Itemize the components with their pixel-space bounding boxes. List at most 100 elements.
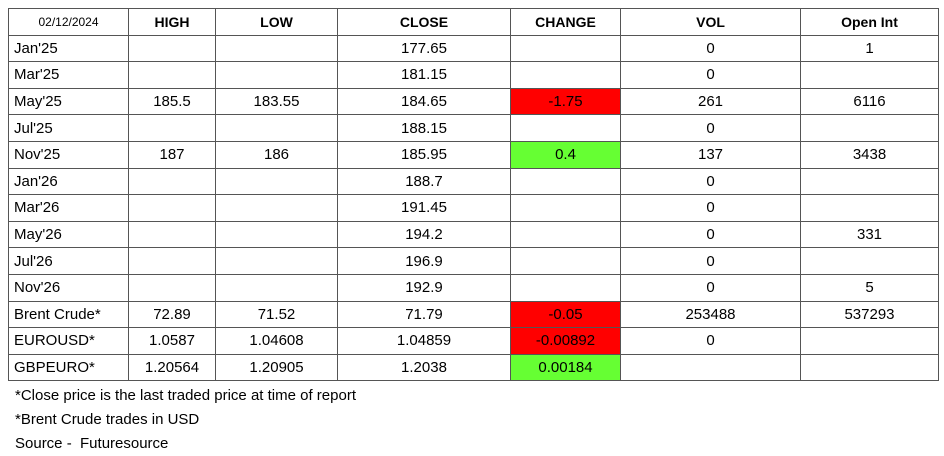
- table-cell: 6116: [800, 87, 939, 116]
- table-cell: Mar'25: [8, 61, 129, 89]
- table-cell: [215, 167, 338, 196]
- table-cell: 1.04859: [337, 327, 511, 355]
- table-cell: 71.52: [215, 300, 338, 329]
- table-cell: [128, 167, 216, 196]
- header-cell: Open Int: [800, 8, 939, 36]
- table-cell: [215, 247, 338, 275]
- table-cell: Jan'25: [8, 34, 129, 63]
- table-cell: 0: [620, 167, 801, 196]
- table-cell: 72.89: [128, 300, 216, 329]
- footnote: *Close price is the last traded price at…: [15, 387, 356, 404]
- table-cell: 3438: [800, 140, 939, 169]
- table-cell: [128, 247, 216, 275]
- table-cell: [800, 194, 939, 222]
- table-cell: [510, 34, 621, 63]
- futures-table: 02/12/2024 HIGH LOW CLOSE CHANGE VOL Open Int …: [8, 8, 939, 382]
- table-cell: 0: [620, 247, 801, 275]
- footnote: Source - Futuresource: [15, 435, 169, 452]
- table-cell: 194.2: [337, 220, 511, 249]
- table-cell: [128, 194, 216, 222]
- table-cell: 187: [128, 140, 216, 169]
- table-row: Jul'26 196.9 0: [8, 247, 939, 275]
- table-cell: -1.75: [510, 87, 621, 116]
- table-row: Mar'26 191.45 0: [8, 194, 939, 222]
- table-cell: [800, 167, 939, 196]
- table-cell: Jul'26: [8, 247, 129, 275]
- table-cell: [215, 114, 338, 142]
- table-row: Nov'26 192.9 0 5: [8, 273, 939, 302]
- table-cell: 261: [620, 87, 801, 116]
- table-cell: [128, 273, 216, 302]
- table-cell: [215, 273, 338, 302]
- table-cell: EUROUSD*: [8, 327, 129, 355]
- table-cell: 0: [620, 194, 801, 222]
- table-cell: [128, 61, 216, 89]
- footnotes: *Close price is the last traded price at…: [15, 384, 356, 456]
- table-cell: 137: [620, 140, 801, 169]
- table-cell: 5: [800, 273, 939, 302]
- table-cell: [510, 167, 621, 196]
- table-cell: 188.15: [337, 114, 511, 142]
- table-cell: 0: [620, 327, 801, 355]
- table-cell: [215, 194, 338, 222]
- header-cell: VOL: [620, 8, 801, 36]
- table-cell: 0: [620, 220, 801, 249]
- table-cell: Nov'25: [8, 140, 129, 169]
- table-cell: [215, 61, 338, 89]
- table-cell: [800, 353, 939, 382]
- header-cell: LOW: [215, 8, 338, 36]
- header-cell: CLOSE: [337, 8, 511, 36]
- table-cell: 1.0587: [128, 327, 216, 355]
- table-cell: 1.20905: [215, 353, 338, 382]
- table-cell: [510, 114, 621, 142]
- table-cell: 1: [800, 34, 939, 63]
- table-cell: 71.79: [337, 300, 511, 329]
- table-row: Brent Crude* 72.89 71.52 71.79 -0.05 253488 53…: [8, 300, 939, 329]
- table-cell: 183.55: [215, 87, 338, 116]
- table-row: May'25 185.5 183.55 184.65 -1.75 261 6116: [8, 87, 939, 116]
- table-cell: Jul'25: [8, 114, 129, 142]
- table-cell: [510, 194, 621, 222]
- table-cell: [510, 220, 621, 249]
- table-cell: May'25: [8, 87, 129, 116]
- table-row: Jan'25 177.65 0 1: [8, 34, 939, 63]
- table-cell: [510, 247, 621, 275]
- table-cell: -0.05: [510, 300, 621, 329]
- table-cell: [620, 353, 801, 382]
- table-cell: 177.65: [337, 34, 511, 63]
- table-cell: 0.4: [510, 140, 621, 169]
- table-cell: 188.7: [337, 167, 511, 196]
- footnote: *Brent Crude trades in USD: [15, 411, 200, 428]
- table-cell: 191.45: [337, 194, 511, 222]
- table-cell: Jan'26: [8, 167, 129, 196]
- table-cell: [128, 34, 216, 63]
- table-cell: 184.65: [337, 87, 511, 116]
- table-row: GBPEURO* 1.20564 1.20905 1.2038 0.00184: [8, 353, 939, 382]
- table-cell: 537293: [800, 300, 939, 329]
- table-cell: 0.00184: [510, 353, 621, 382]
- table-cell: [800, 114, 939, 142]
- table-cell: 186: [215, 140, 338, 169]
- table-row: EUROUSD* 1.0587 1.04608 1.04859 -0.00892 0: [8, 327, 939, 355]
- table-cell: 0: [620, 114, 801, 142]
- table-cell: 185.95: [337, 140, 511, 169]
- table-row: Jul'25 188.15 0: [8, 114, 939, 142]
- table-row: Mar'25 181.15 0: [8, 61, 939, 89]
- table-row: Jan'26 188.7 0: [8, 167, 939, 196]
- table-cell: 1.04608: [215, 327, 338, 355]
- table-cell: 185.5: [128, 87, 216, 116]
- table-cell: 181.15: [337, 61, 511, 89]
- table-cell: GBPEURO*: [8, 353, 129, 382]
- table-cell: May'26: [8, 220, 129, 249]
- table-body: Jan'25 177.65 0 1 Mar'25 181.15 0 May'25 185.5 18…: [8, 34, 939, 382]
- table-row: May'26 194.2 0 331: [8, 220, 939, 249]
- table-cell: [215, 220, 338, 249]
- table-cell: Mar'26: [8, 194, 129, 222]
- table-cell: 1.2038: [337, 353, 511, 382]
- table-cell: Nov'26: [8, 273, 129, 302]
- table-cell: [800, 61, 939, 89]
- table-cell: [510, 61, 621, 89]
- table-cell: [215, 34, 338, 63]
- table-cell: 0: [620, 273, 801, 302]
- header-cell: HIGH: [128, 8, 216, 36]
